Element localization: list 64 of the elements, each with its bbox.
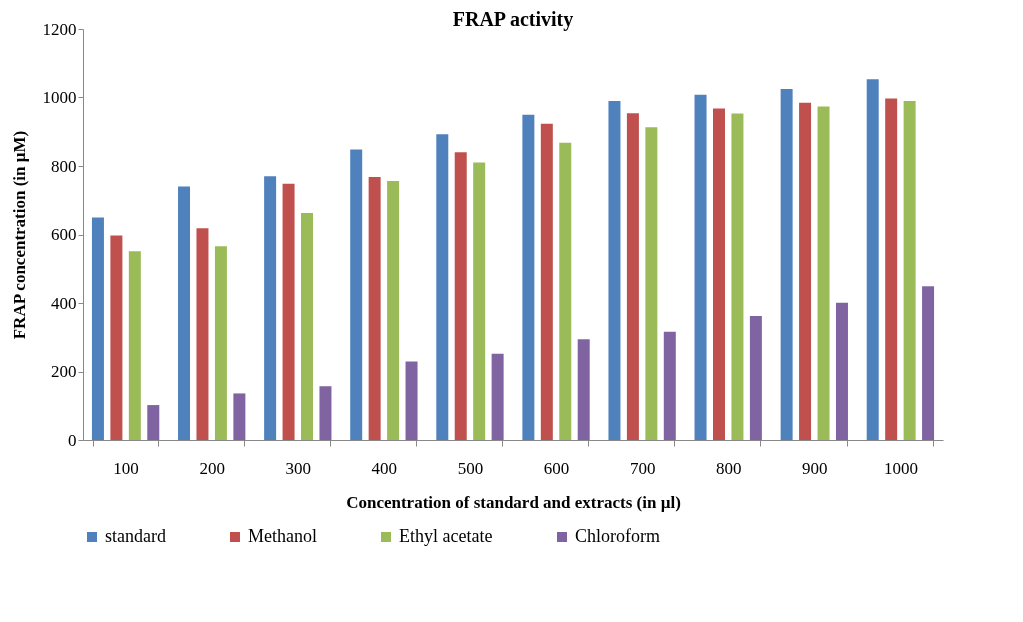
bar [799, 102, 812, 440]
x-tick-label: 700 [629, 458, 656, 478]
x-tick-label: 1000 [883, 458, 918, 478]
bar [264, 176, 277, 440]
bar [110, 235, 123, 440]
y-axis-title: FRAP concentration (in µM) [9, 130, 29, 340]
bar [368, 176, 381, 440]
y-tick-label: 0 [68, 430, 77, 450]
bar [473, 162, 486, 440]
bar [626, 113, 639, 440]
legend-label: standard [105, 526, 166, 546]
y-tick-label: 200 [51, 362, 77, 381]
bar [780, 88, 793, 440]
x-tick-label: 800 [715, 458, 742, 478]
bar [645, 127, 658, 440]
bar [577, 339, 590, 440]
bar [903, 100, 916, 440]
bar [540, 123, 553, 440]
bar [436, 134, 449, 440]
bar [91, 217, 104, 440]
bar [178, 186, 191, 440]
bar [608, 100, 621, 440]
legend-label: Methanol [248, 526, 317, 546]
bar [454, 152, 467, 440]
x-tick-label: 500 [457, 458, 484, 478]
y-tick-label: 600 [51, 225, 77, 244]
chart-title: FRAP activity [452, 8, 574, 31]
bar [694, 94, 707, 440]
bar [301, 212, 314, 440]
legend-label: Chloroform [575, 526, 660, 546]
x-tick-label: 100 [113, 458, 139, 478]
bar [663, 331, 676, 440]
y-tick-label: 400 [51, 293, 77, 313]
y-tick-label: 1200 [42, 19, 77, 39]
bar [866, 79, 879, 440]
bar [319, 386, 332, 440]
bar [817, 106, 830, 440]
bar [922, 286, 935, 440]
bar [196, 228, 209, 440]
bar [522, 114, 535, 440]
x-tick-label: 600 [543, 458, 570, 478]
bar [214, 246, 227, 440]
bar [491, 353, 504, 440]
x-tick-label: 400 [371, 458, 398, 478]
x-tick-label: 300 [285, 458, 312, 478]
x-tick-label: 900 [802, 458, 828, 478]
y-tick-label: 1000 [42, 88, 77, 107]
bar [731, 113, 744, 440]
x-axis-title: Concentration of standard and extracts (in µl) [346, 492, 681, 512]
bar [147, 405, 160, 440]
bar [233, 393, 246, 440]
legend-label: Ethyl acetate [399, 526, 493, 546]
bar [282, 183, 295, 440]
bar [885, 98, 898, 440]
bar [749, 316, 762, 440]
y-tick-label: 800 [51, 156, 77, 176]
bar [559, 142, 572, 440]
x-tick-label: 200 [199, 458, 225, 478]
bar [712, 108, 725, 440]
bar [128, 251, 141, 440]
bar [405, 361, 418, 440]
bar [387, 181, 400, 440]
bar [835, 302, 848, 440]
bar [350, 149, 363, 440]
